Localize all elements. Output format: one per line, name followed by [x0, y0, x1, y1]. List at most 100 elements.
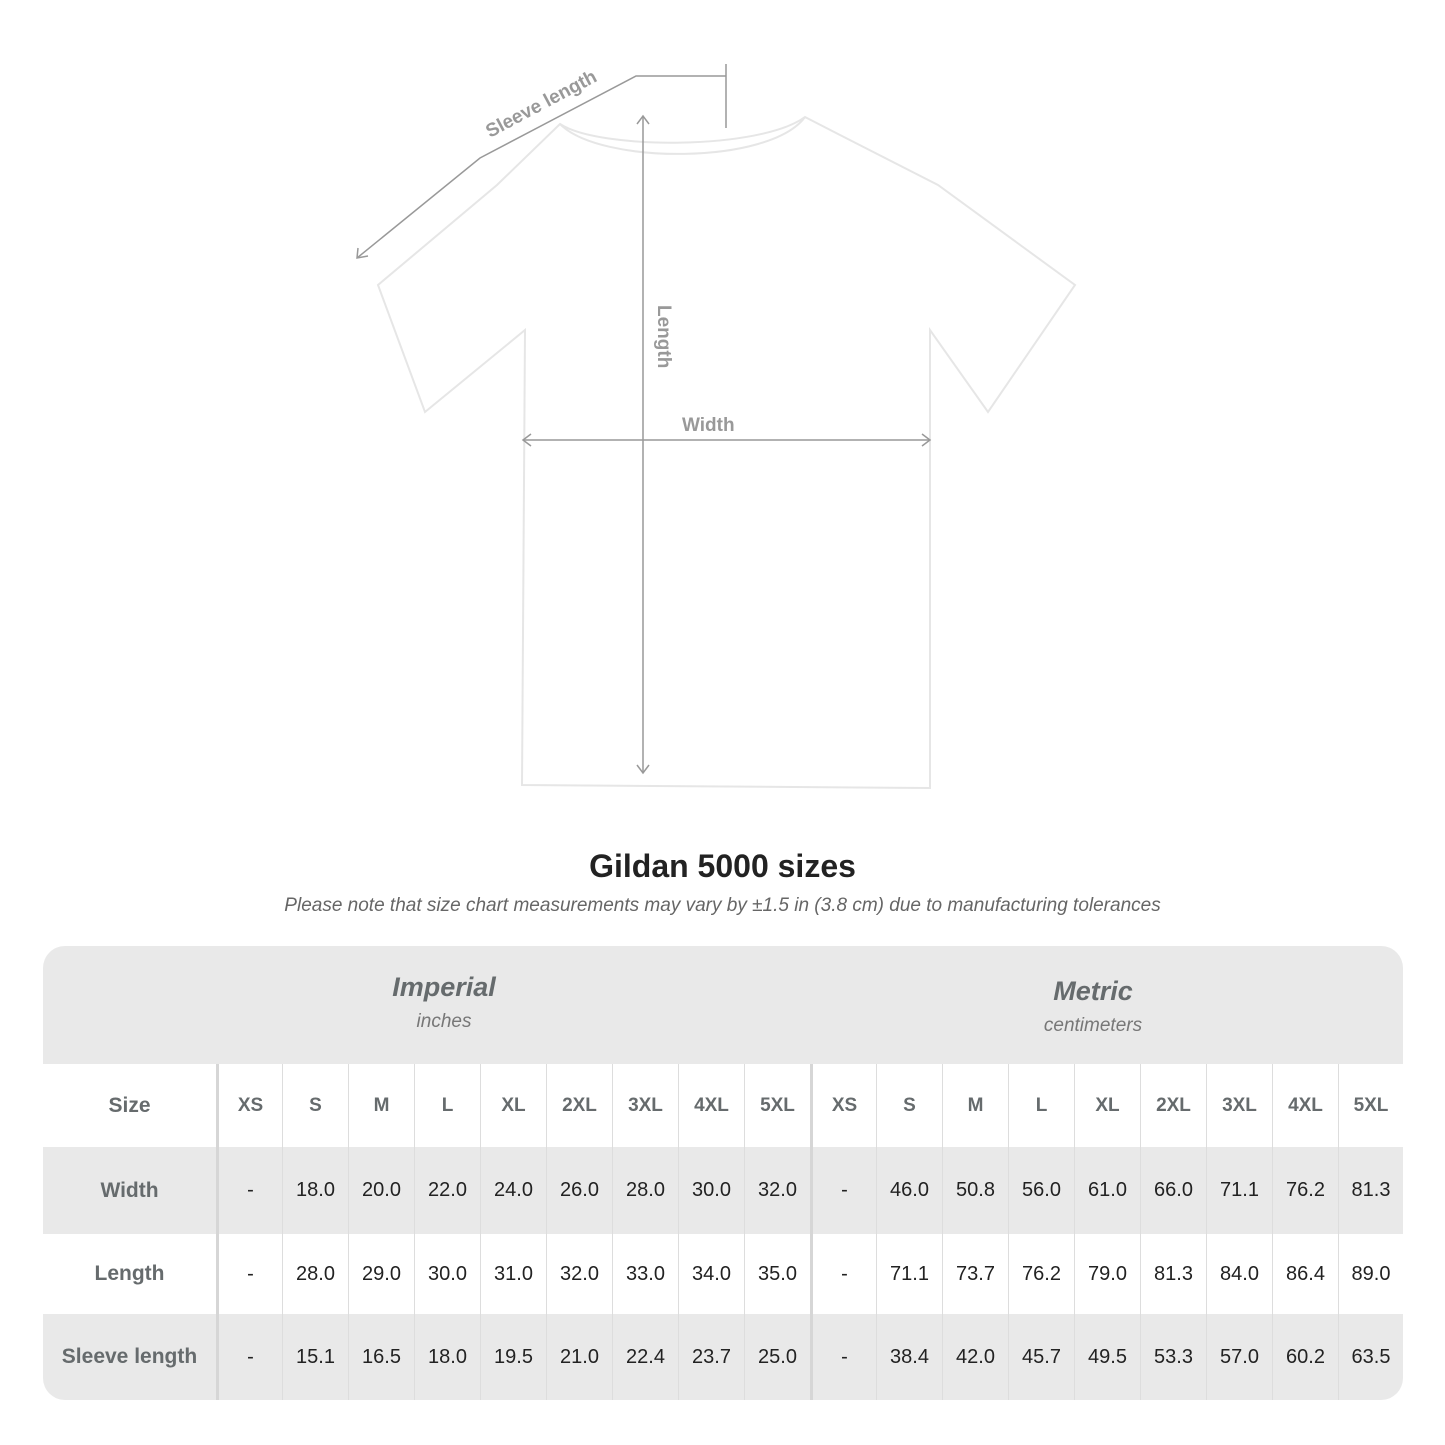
table-cell: 19.5 — [480, 1314, 546, 1400]
table-cell: 53.3 — [1140, 1314, 1206, 1400]
table-cell: - — [810, 1147, 876, 1234]
table-cell: 30.0 — [678, 1147, 744, 1234]
table-cell: - — [216, 1147, 282, 1234]
sleeve-length-guide — [356, 75, 726, 259]
table-cell: 89.0 — [1338, 1234, 1403, 1314]
table-cell: - — [216, 1234, 282, 1314]
chart-title: Gildan 5000 sizes — [589, 848, 856, 884]
metric-unit: centimeters — [1043, 1015, 1143, 1036]
table-cell: 28.0 — [282, 1234, 348, 1314]
table-cell: 21.0 — [546, 1314, 612, 1400]
table-cell: 76.2 — [1008, 1234, 1074, 1314]
size-header: 4XL — [1272, 1064, 1338, 1147]
table-cell: 32.0 — [744, 1147, 810, 1234]
size-header: 2XL — [546, 1064, 612, 1147]
width-label: Width — [682, 415, 735, 436]
imperial-title: Imperial — [392, 972, 496, 1002]
length-arrow-bottom — [636, 764, 650, 775]
table-cell: 46.0 — [876, 1147, 942, 1234]
size-header: S — [876, 1064, 942, 1147]
table-cell: 63.5 — [1338, 1314, 1403, 1400]
table-cell: - — [810, 1314, 876, 1400]
table-cell: 33.0 — [612, 1234, 678, 1314]
size-header-row: Size XS S M L XL 2XL 3XL 4XL 5XL XS S M L XL 2XL 3XL 4XL 5… — [43, 1064, 1403, 1147]
table-cell: 56.0 — [1008, 1147, 1074, 1234]
table-cell: 29.0 — [348, 1234, 414, 1314]
table-cell: 86.4 — [1272, 1234, 1338, 1314]
table-cell: 71.1 — [1206, 1147, 1272, 1234]
size-header: S — [282, 1064, 348, 1147]
metric-title: Metric — [1053, 976, 1133, 1006]
table-cell: 18.0 — [282, 1147, 348, 1234]
length-label: Length — [653, 305, 674, 368]
table-cell: 22.0 — [414, 1147, 480, 1234]
table-cell: 16.5 — [348, 1314, 414, 1400]
tshirt-diagram: Sleeve length Length Width — [356, 64, 1077, 790]
table-row: Sleeve length -15.1 16.5 18.0 19.5 21.0 22.4 23… — [43, 1314, 1403, 1400]
imperial-header: Imperial inches — [194, 972, 694, 1033]
size-header: 2XL — [1140, 1064, 1206, 1147]
metric-header: Metric centimeters — [843, 976, 1343, 1037]
table-cell: 15.1 — [282, 1314, 348, 1400]
table-cell: 25.0 — [744, 1314, 810, 1400]
table-cell: 50.8 — [942, 1147, 1008, 1234]
imperial-unit: inches — [416, 1011, 472, 1032]
row-label: Width — [100, 1178, 159, 1202]
size-table: Imperial inches Metric centimeters Size X… — [43, 946, 1403, 1400]
table-cell: 18.0 — [414, 1314, 480, 1400]
size-header: 3XL — [612, 1064, 678, 1147]
size-column-header: Size — [108, 1093, 151, 1117]
row-label: Sleeve length — [61, 1345, 198, 1368]
table-cell: 84.0 — [1206, 1234, 1272, 1314]
table-cell: 81.3 — [1140, 1234, 1206, 1314]
table-cell: - — [216, 1314, 282, 1400]
size-header: M — [942, 1064, 1008, 1147]
size-header: XS — [810, 1064, 876, 1147]
table-cell: 23.7 — [678, 1314, 744, 1400]
row-label: Length — [94, 1262, 165, 1285]
table-cell: 22.4 — [612, 1314, 678, 1400]
size-header: XS — [216, 1064, 282, 1147]
size-header: 5XL — [1338, 1064, 1403, 1147]
table-row: Width -18.0 20.0 22.0 24.0 26.0 28.0 30.0 32.0-4… — [43, 1147, 1403, 1234]
length-arrow-top — [636, 114, 650, 125]
table-cell: 38.4 — [876, 1314, 942, 1400]
table-cell: 32.0 — [546, 1234, 612, 1314]
table-cell: 57.0 — [1206, 1314, 1272, 1400]
size-header: XL — [1074, 1064, 1140, 1147]
table-cell: 42.0 — [942, 1314, 1008, 1400]
tshirt-illustration — [376, 115, 1077, 790]
size-header: L — [414, 1064, 480, 1147]
sleeve-arrowhead — [356, 247, 369, 259]
table-cell: 61.0 — [1074, 1147, 1140, 1234]
table-cell: 45.7 — [1008, 1314, 1074, 1400]
table-row: Length -28.0 29.0 30.0 31.0 32.0 33.0 34.0 35.0-… — [43, 1234, 1403, 1314]
unit-header: Imperial inches Metric centimeters — [43, 946, 1403, 1064]
size-header: 3XL — [1206, 1064, 1272, 1147]
size-header: M — [348, 1064, 414, 1147]
table-cell: 26.0 — [546, 1147, 612, 1234]
tolerance-note: Please note that size chart measurements… — [284, 895, 1161, 916]
table-cell: 60.2 — [1272, 1314, 1338, 1400]
size-header: 5XL — [744, 1064, 810, 1147]
table-cell: 49.5 — [1074, 1314, 1140, 1400]
table-cell: 71.1 — [876, 1234, 942, 1314]
table-cell: 31.0 — [480, 1234, 546, 1314]
table-cell: 81.3 — [1338, 1147, 1403, 1234]
width-arrow-left — [521, 433, 532, 447]
table-cell: - — [810, 1234, 876, 1314]
table-cell: 76.2 — [1272, 1147, 1338, 1234]
size-header: L — [1008, 1064, 1074, 1147]
size-header: 4XL — [678, 1064, 744, 1147]
collar — [559, 116, 806, 155]
width-arrow-right — [921, 433, 932, 447]
table-cell: 28.0 — [612, 1147, 678, 1234]
table-cell: 30.0 — [414, 1234, 480, 1314]
table-cell: 66.0 — [1140, 1147, 1206, 1234]
table-cell: 20.0 — [348, 1147, 414, 1234]
table-cell: 73.7 — [942, 1234, 1008, 1314]
table-cell: 35.0 — [744, 1234, 810, 1314]
table-cell: 79.0 — [1074, 1234, 1140, 1314]
size-header: XL — [480, 1064, 546, 1147]
table-cell: 34.0 — [678, 1234, 744, 1314]
